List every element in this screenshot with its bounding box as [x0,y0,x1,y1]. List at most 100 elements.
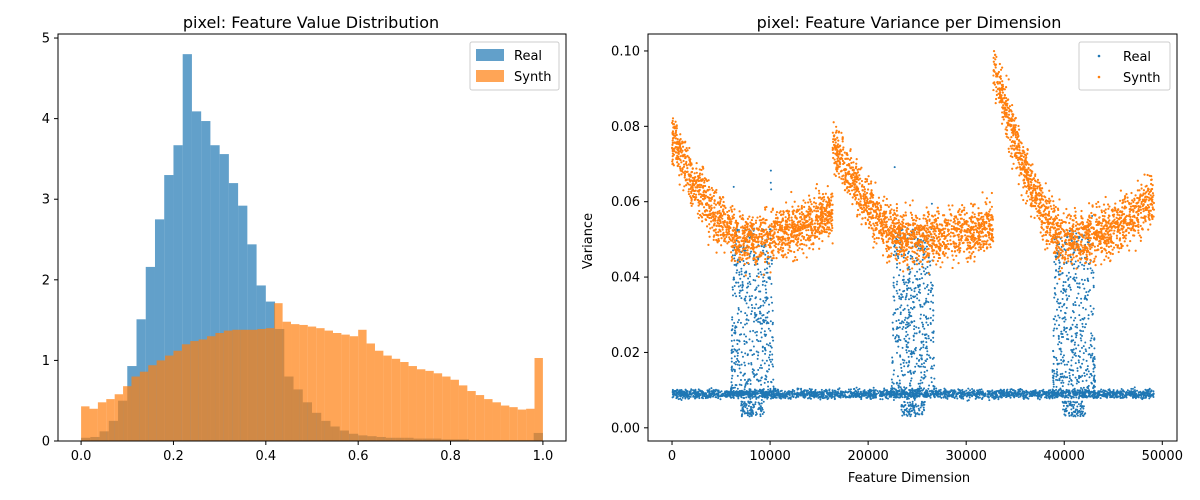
point-real [904,335,907,338]
bar-synth [265,328,275,441]
point-real [744,335,747,338]
point-real [809,397,812,400]
point-real [746,407,749,410]
point-real [924,360,927,363]
point-real [759,405,762,408]
point-real [1059,373,1062,376]
point-real [1131,387,1134,390]
point-real [700,396,703,399]
point-real [922,401,925,404]
point-real [944,388,947,391]
point-real [1109,394,1112,397]
point-real [1092,397,1095,400]
point-real [833,398,836,401]
point-real [1021,390,1024,393]
point-real [927,354,930,357]
point-real [823,396,826,399]
point-real [1063,329,1066,332]
point-real [1010,391,1013,394]
point-real [751,409,754,412]
point-real [781,395,784,398]
point-real [986,390,989,393]
point-real [913,394,916,397]
point-real [945,390,948,393]
point-real [692,395,695,398]
point-real [894,335,897,338]
point-real [915,332,918,335]
point-real [810,392,813,395]
point-synth [778,240,781,244]
bar-synth [249,329,258,441]
point-real [930,376,933,379]
point-real [1087,384,1090,387]
point-real [759,415,762,418]
point-real [948,390,951,393]
point-real [898,326,901,329]
point-real [1055,358,1058,361]
point-real [1070,348,1073,351]
point-real [1061,385,1064,388]
point-real [833,395,836,398]
point-real [1119,393,1122,396]
point-real [754,331,757,334]
point-synth [800,211,803,214]
point-real [757,340,760,343]
point-real [906,333,909,336]
point-real [1064,414,1067,417]
point-real [1057,335,1060,338]
point-real [951,391,954,394]
point-real [822,393,825,396]
point-real [1091,312,1094,315]
point-real [891,391,894,394]
point-real [1073,343,1076,346]
point-real [768,358,771,361]
point-real [900,366,903,369]
point-synth [788,226,792,229]
point-real [1057,391,1060,394]
point-real [1078,286,1081,289]
point-real [739,289,742,292]
point-real [757,368,760,371]
point-real [906,414,909,417]
point-real [738,271,741,274]
point-real [754,313,757,316]
point-real [904,296,907,299]
point-real [1120,390,1123,393]
point-real [758,310,761,313]
point-real [918,393,921,396]
point-real [1061,333,1064,336]
point-synth [798,247,801,250]
point-real [1082,306,1085,309]
point-real [965,389,968,392]
point-real [781,393,784,396]
point-real [754,401,757,404]
point-real [758,366,761,369]
point-real [1064,318,1067,321]
point-real [1070,327,1073,330]
point-real [966,399,969,402]
point-real [905,351,908,354]
point-real [1075,347,1078,350]
point-real [893,166,896,169]
point-real [733,386,736,389]
point-synth [827,219,830,222]
point-synth [775,213,778,216]
point-real [864,393,867,396]
point-real [769,329,772,332]
point-real [740,391,743,394]
point-real [923,327,926,330]
point-real [813,396,816,399]
point-real [1076,369,1079,372]
point-real [916,297,919,300]
point-real [925,297,928,300]
point-real [698,389,701,392]
point-real [733,329,736,332]
bar-synth [190,341,199,441]
bar-synth [207,336,216,441]
point-real [1125,396,1128,399]
point-real [895,392,898,395]
point-real [1063,375,1066,378]
point-real [899,395,902,398]
point-real [1013,396,1016,399]
point-real [939,395,942,398]
